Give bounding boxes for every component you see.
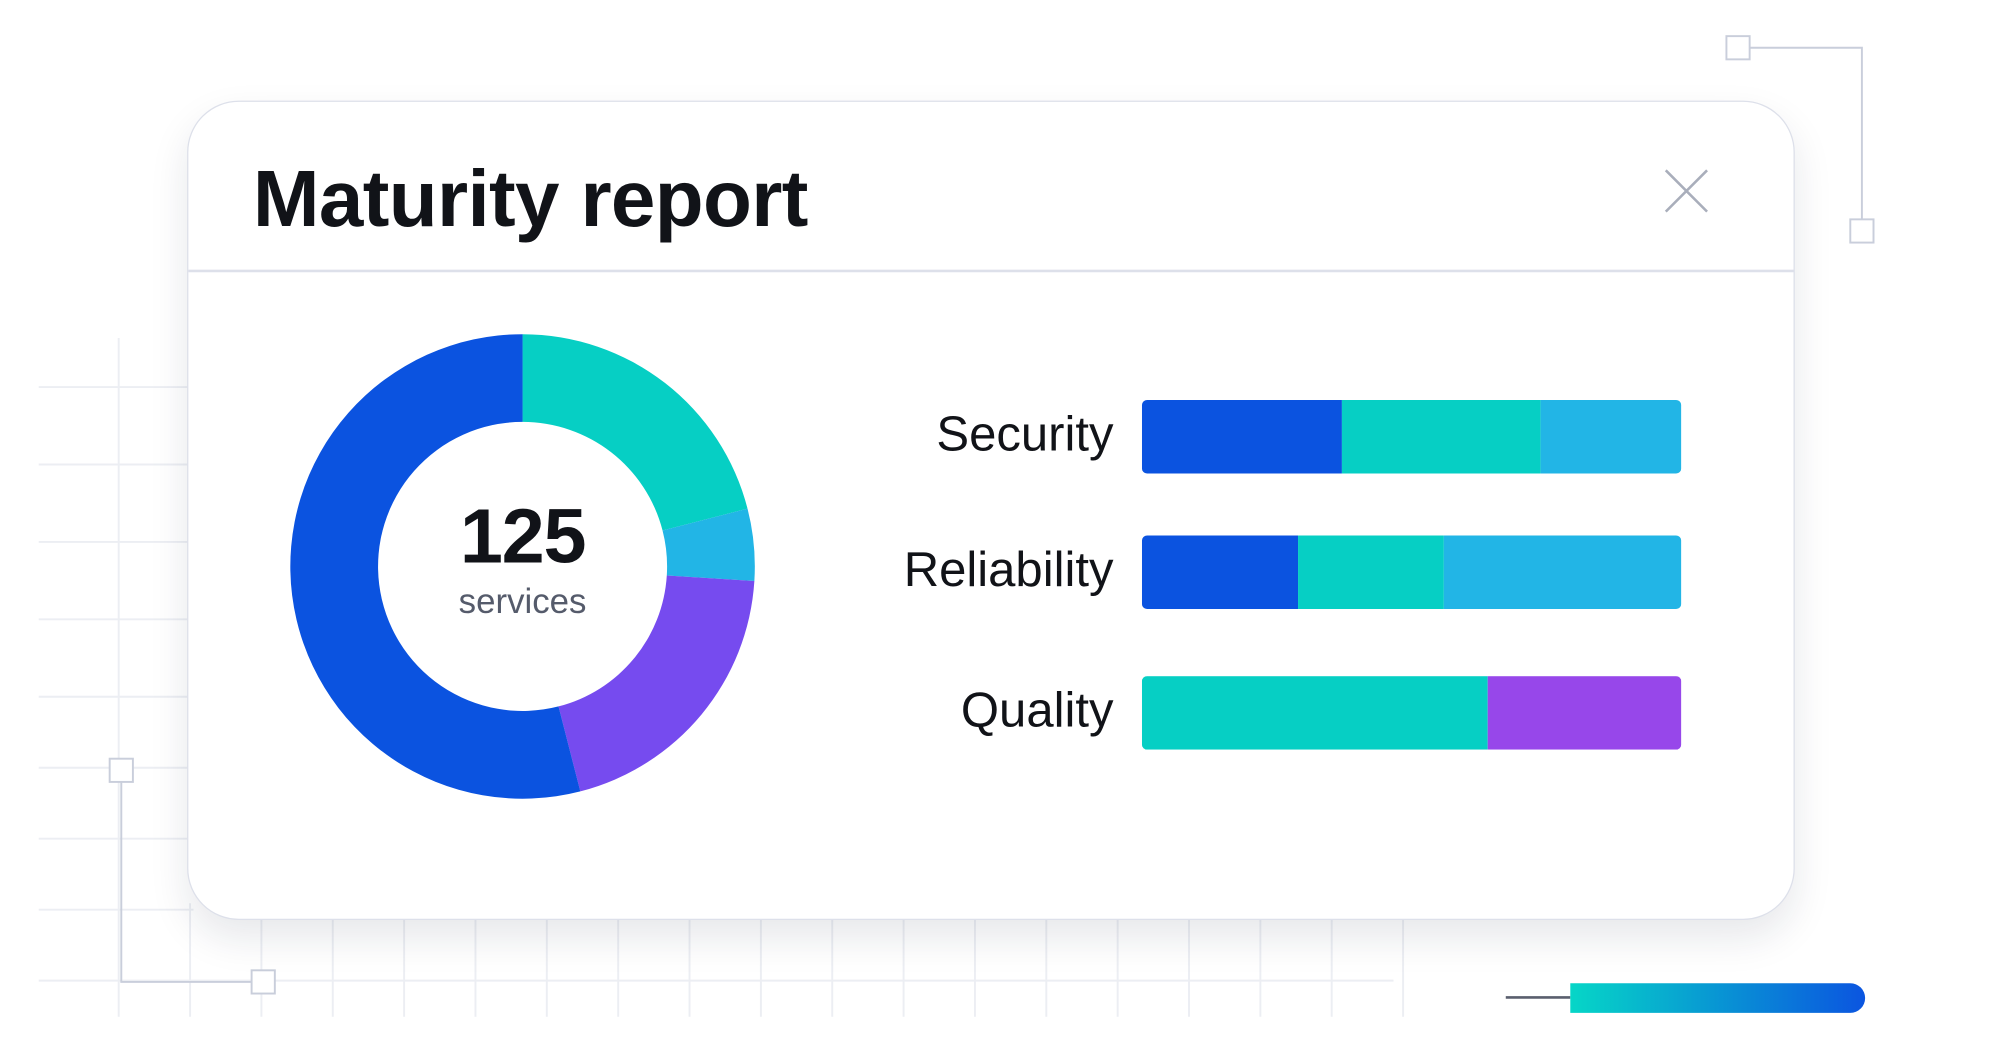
bar-segment [1443, 535, 1682, 610]
donut-center-label: services [458, 581, 587, 621]
bar-segment [1487, 676, 1682, 750]
bar-label: Reliability [903, 543, 1114, 598]
bar-segment [1541, 399, 1682, 474]
close-icon[interactable] [1663, 168, 1709, 214]
bar-label: Security [936, 407, 1114, 462]
stacked-bar [1141, 676, 1682, 750]
donut-center-value: 125 [459, 492, 587, 580]
bar-segment [1141, 676, 1488, 750]
donut-slice [558, 575, 755, 792]
donut-slice [522, 334, 748, 531]
dialog-title: Maturity report [252, 154, 808, 244]
donut-slice [662, 508, 755, 582]
maturity-report-dialog: Maturity report 125 services Security Re… [187, 100, 1795, 920]
bar-segment [1141, 535, 1299, 610]
header-divider [188, 269, 1794, 272]
donut-slice [290, 334, 581, 799]
stacked-bar [1141, 399, 1682, 474]
bar-segment [1141, 399, 1342, 474]
bar-label: Quality [960, 683, 1114, 739]
connector-bottom-left [108, 757, 276, 995]
connector-top-right [1725, 35, 1875, 244]
bar-segment [1341, 399, 1542, 474]
gradient-progress-decor [1505, 983, 1866, 1013]
bar-segment [1298, 535, 1444, 610]
stacked-bar [1141, 535, 1682, 610]
donut-chart [290, 334, 755, 799]
